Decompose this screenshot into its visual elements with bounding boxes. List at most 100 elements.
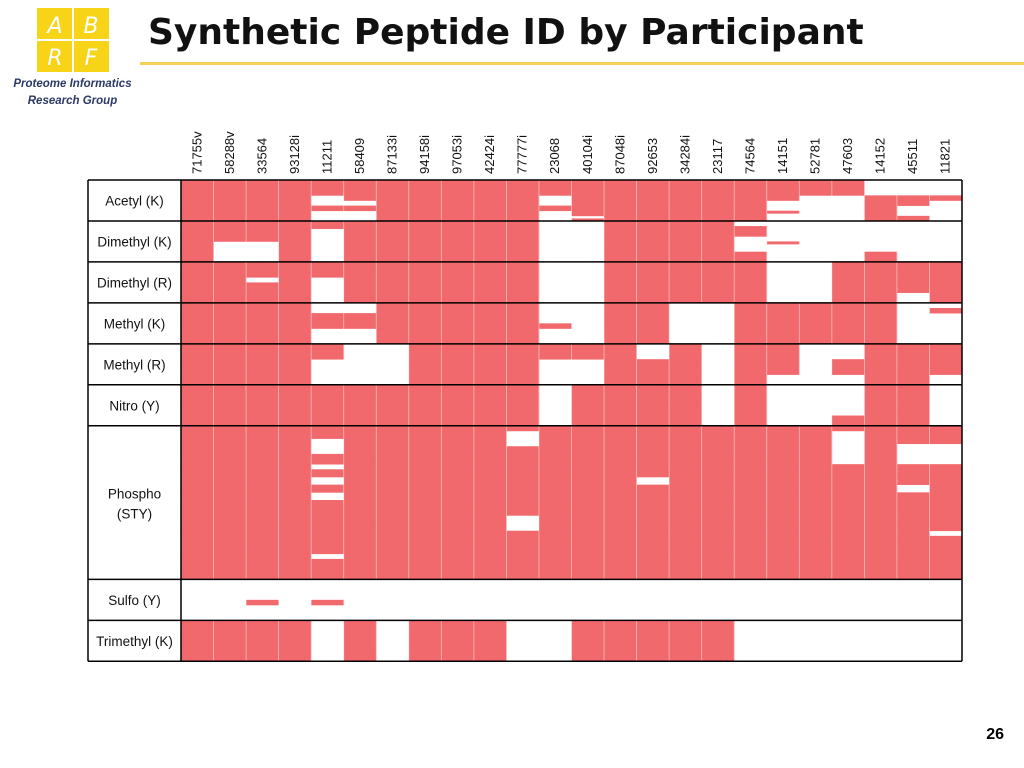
cell-3-3-19 [799,310,833,314]
cell-6-26-8 [441,492,475,496]
cell-1-10-16 [701,246,735,250]
cell-0-2-15 [669,185,703,189]
cell-2-5-10 [506,274,540,278]
cell-0-14-2 [246,215,279,219]
cell-6-45-6 [376,540,410,544]
cell-6-18-10 [506,471,540,475]
cell-6-34-10 [506,512,540,516]
cell-5-4-2 [246,395,279,398]
cell-6-40-2 [246,528,279,532]
cell-0-12-18 [766,210,800,214]
cell-5-7-17 [734,402,768,406]
cell-6-56-17 [734,569,768,573]
cell-0-6-10 [506,195,540,199]
cell-3-10-9 [473,328,507,332]
cell-6-6-19 [799,441,833,445]
cell-6-54-4 [311,564,345,567]
cell-8-15-9 [473,658,507,662]
cell-8-11-3 [278,648,312,652]
cell-4-10-17 [734,369,768,373]
cell-6-33-4 [311,510,345,514]
cell-0-6-9 [473,195,507,199]
cell-6-21-20 [831,479,865,483]
cell-6-29-16 [701,500,735,503]
cell-6-58-16 [701,574,735,578]
cell-5-10-13 [604,410,637,414]
cell-6-18-8 [441,471,475,475]
cell-4-1-18 [766,346,800,350]
cell-5-14-13 [604,420,637,424]
cell-4-3-10 [506,351,540,355]
cell-3-14-19 [799,338,833,342]
cell-3-1-18 [766,305,800,309]
cell-6-34-7 [408,512,442,516]
cell-6-12-4 [311,456,345,460]
cell-2-0-4 [311,261,345,265]
cell-3-14-9 [473,338,507,342]
cell-6-41-11 [538,530,572,534]
cell-3-8-8 [441,323,475,327]
cell-6-5-13 [604,438,637,442]
cell-5-3-8 [441,392,475,396]
cell-2-4-10 [506,272,540,276]
cell-3-11-19 [799,331,833,334]
cell-6-22-6 [376,482,410,485]
cell-2-0-8 [441,261,475,265]
cell-5-2-7 [408,389,442,393]
cell-6-2-19 [799,430,833,434]
cell-5-13-12 [571,418,605,421]
cell-6-24-20 [831,487,865,491]
cell-6-48-23 [929,548,963,552]
cell-0-0-15 [669,180,703,183]
cell-4-11-17 [734,372,768,375]
cell-3-7-18 [766,320,800,324]
cell-6-8-15 [669,446,703,450]
cell-6-37-3 [278,520,312,524]
cell-5-2-4 [311,389,345,393]
cell-8-6-14 [636,635,670,639]
cell-2-12-2 [246,292,279,296]
cell-4-10-13 [604,369,637,373]
cell-6-22-18 [766,482,800,485]
cell-3-1-14 [636,305,670,309]
cell-6-21-23 [929,479,963,483]
cell-6-17-18 [766,469,800,473]
cell-3-2-1 [213,308,247,311]
cell-2-6-10 [506,277,540,281]
cell-6-12-14 [636,456,670,460]
cell-6-8-17 [734,446,768,450]
cell-8-3-1 [213,628,247,631]
cell-6-9-11 [538,448,572,452]
cell-1-9-9 [473,244,507,247]
cell-6-58-13 [604,574,637,578]
cell-6-19-10 [506,474,540,478]
cell-6-10-15 [669,451,703,455]
cell-6-36-5 [343,517,377,521]
cell-3-6-18 [766,318,800,322]
cell-1-15-9 [473,259,507,263]
cell-5-6-10 [506,400,540,404]
cell-6-12-13 [604,456,637,460]
cell-6-14-2 [246,461,279,465]
cell-2-11-2 [246,290,279,293]
cell-6-6-9 [473,441,507,445]
cell-1-15-7 [408,259,442,263]
cell-0-11-15 [669,208,703,212]
cell-6-34-1 [213,512,247,516]
cell-1-11-7 [408,249,442,253]
cell-6-48-21 [864,548,898,552]
cell-8-8-5 [343,640,377,644]
cell-5-1-5 [343,387,377,391]
category-label: Methyl (R) [103,357,165,372]
cell-6-25-12 [571,489,605,493]
cell-0-8-17 [734,200,768,204]
cell-4-9-14 [636,366,670,370]
cell-8-9-15 [669,643,703,647]
cell-2-14-23 [929,297,963,301]
category-label: Nitro (Y) [109,398,159,413]
cell-5-4-5 [343,395,377,398]
cell-6-46-14 [636,543,670,547]
cell-0-12-1 [213,210,247,214]
cell-6-52-3 [278,558,312,562]
cell-6-22-17 [734,482,768,485]
